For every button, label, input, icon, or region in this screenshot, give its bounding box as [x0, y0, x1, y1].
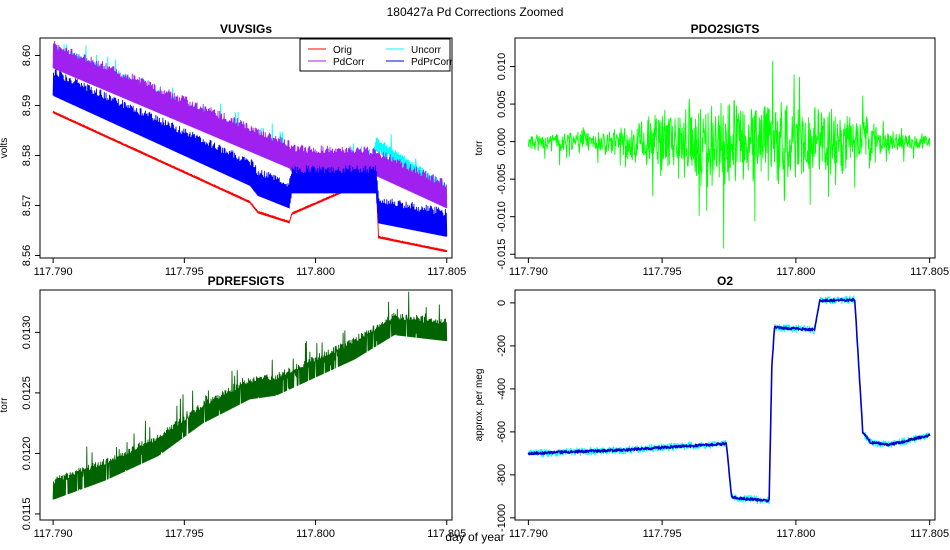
series-group [527, 60, 931, 249]
chart-o2: O2 approx. per meg 117.790 117.795 117.800 11… [474, 274, 949, 540]
x-tick-label: 117.795 [165, 266, 204, 278]
series-line-orig [52, 110, 448, 253]
x-tick-label: 117.790 [34, 528, 73, 540]
chart-title: PDREFSIGTS [208, 274, 285, 288]
x-tick-label: 117.805 [427, 266, 466, 278]
y-tick-label: -0.005 [496, 164, 508, 195]
y-tick-label: 0.0130 [21, 316, 33, 350]
shared-xlabel: day of year [445, 530, 504, 544]
series-group [52, 291, 448, 500]
y-tick-label: 8.60 [21, 45, 33, 66]
y-tick-label: 0.005 [496, 90, 508, 118]
x-tick-label: 117.805 [910, 266, 949, 278]
y-tick-label: 8.59 [21, 95, 33, 116]
chart-vuv: VUVSIGs volts 117.790 117.795 117.800 117.805… [0, 22, 466, 278]
y-tick-label: 8.57 [21, 195, 33, 216]
plot-frame [514, 289, 936, 521]
y-axis-label: approx. per meg [474, 369, 485, 442]
legend-entry: PdPrCorr [411, 57, 453, 68]
x-tick-label: 117.800 [776, 528, 815, 540]
x-tick-label: 117.790 [34, 266, 73, 278]
plot-frame [39, 37, 453, 259]
y-tick-label: 0.0120 [21, 437, 33, 471]
y-tick-label: -800 [496, 464, 508, 486]
series-line-pdo2sigts [527, 60, 931, 249]
chart-title: VUVSIGs [220, 22, 272, 36]
chart-legend: Orig Uncorr PdCorr PdPrCorr [299, 38, 453, 72]
chart-title: PDO2SIGTS [691, 22, 760, 36]
y-axis-label: torr [474, 140, 485, 156]
y-tick-label: -400 [496, 378, 508, 400]
series-line-pdprcorr [52, 68, 448, 237]
y-tick-label: 8.56 [21, 245, 33, 266]
series-line-pdcorr [52, 40, 448, 209]
series-line-o2-smoothed [527, 297, 931, 503]
plot-frame [514, 37, 936, 259]
y-axis-label: volts [0, 138, 10, 159]
x-tick-label: 117.795 [643, 266, 682, 278]
chart-pdref: PDREFSIGTS torr 117.790 117.795 117.800 117.8… [0, 274, 466, 540]
y-tick-label: 0.0115 [21, 497, 33, 530]
legend-entry: Uncorr [411, 45, 442, 56]
chart-pdo2: PDO2SIGTS torr 117.790 117.795 117.800 117.80… [474, 22, 949, 278]
x-tick-label: 117.790 [509, 266, 548, 278]
x-tick-label: 117.795 [165, 528, 204, 540]
y-tick-label: 0.000 [496, 128, 508, 156]
y-tick-label: 0.0125 [21, 376, 33, 410]
x-tick-label: 117.800 [776, 266, 815, 278]
series-group [527, 295, 931, 505]
series-group [52, 40, 448, 253]
figure-title: 180427a Pd Corrections Zoomed [387, 5, 564, 19]
legend-entry: PdCorr [333, 57, 365, 68]
y-tick-label: -1000 [496, 504, 508, 532]
y-tick-label: 0 [496, 300, 508, 306]
chart-title: O2 [717, 274, 733, 288]
x-tick-label: 117.790 [509, 528, 548, 540]
x-tick-label: 117.795 [643, 528, 682, 540]
legend-entry: Orig [333, 45, 352, 56]
x-tick-label: 117.800 [296, 528, 335, 540]
x-tick-label: 117.800 [296, 266, 335, 278]
x-tick-label: 117.805 [910, 528, 949, 540]
y-tick-label: -0.010 [496, 201, 508, 232]
series-line-pdrefsigts [52, 291, 448, 500]
y-axis-label: torr [0, 397, 10, 413]
x-tick-label: 117.805 [427, 528, 466, 540]
y-tick-label: -600 [496, 421, 508, 443]
y-tick-label: -0.015 [496, 239, 508, 270]
plot-frame [39, 289, 453, 521]
legend-box [299, 38, 451, 72]
chart-panels: VUVSIGs volts 117.790 117.795 117.800 117.805… [0, 22, 949, 540]
y-tick-label: -200 [496, 335, 508, 357]
y-tick-label: 0.010 [496, 53, 508, 81]
y-tick-label: 8.58 [21, 145, 33, 166]
